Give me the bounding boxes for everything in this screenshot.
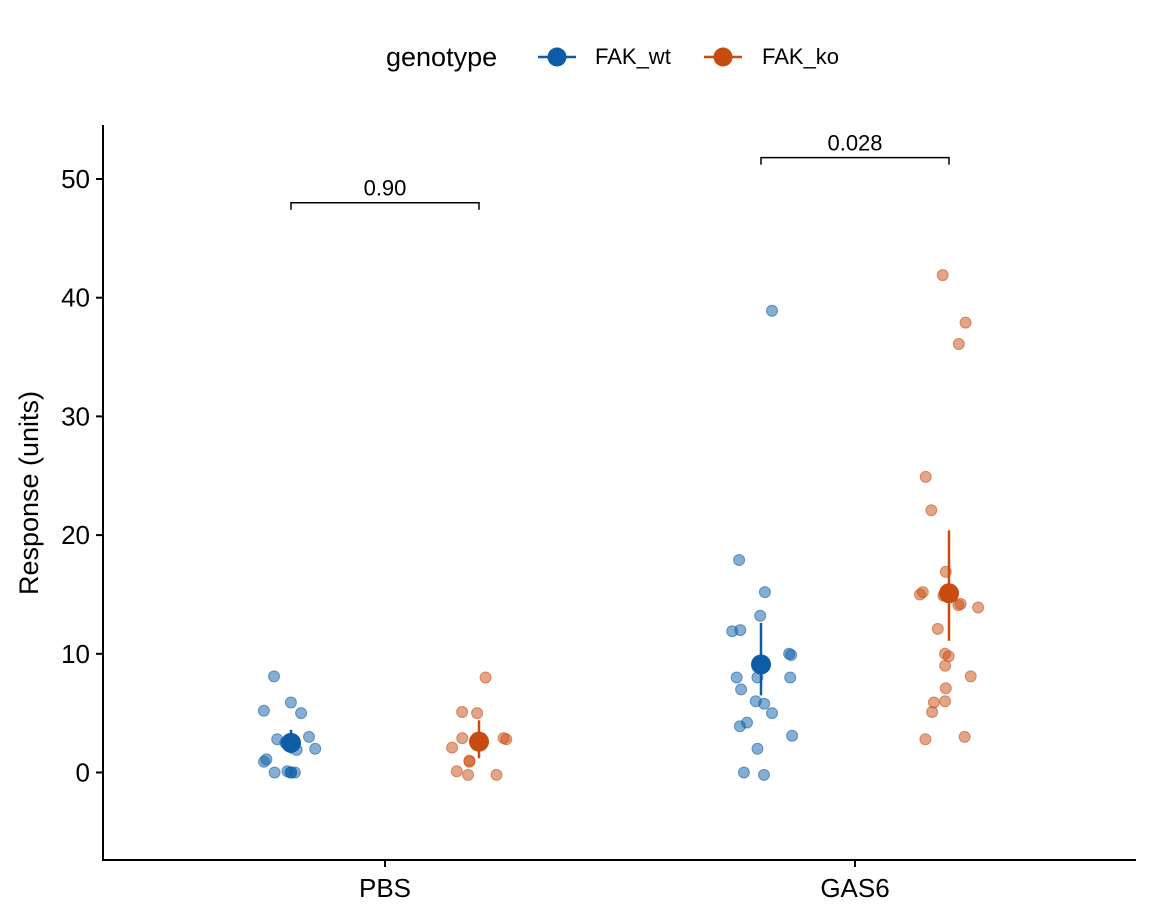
point-fak-ko-gas6-1 [959,316,972,329]
point-fak-ko-gas6-11 [972,601,985,614]
point-fak-wt-pbs-6 [258,755,270,768]
y-tick-label-10: 10 [61,639,90,669]
point-fak-wt-gas6-13 [758,697,771,710]
point-fak-ko-pbs-0 [462,768,475,781]
point-fak-wt-gas6-3 [754,609,767,622]
point-fak-wt-gas6-19 [737,766,750,779]
point-fak-ko-gas6-2 [952,338,965,350]
point-fak-ko-gas6-22 [919,733,932,746]
point-fak-ko-gas6-12 [931,622,944,635]
point-fak-ko-gas6-4 [925,504,938,517]
point-fak-ko-gas6-20 [926,706,939,718]
summary-markers [281,530,959,759]
point-fak-wt-pbs-15 [268,670,280,683]
y-tick-label-40: 40 [61,283,90,313]
point-fak-ko-pbs-7 [456,732,469,745]
point-fak-wt-pbs-5 [285,766,298,779]
point-fak-ko-gas6-7 [914,588,926,601]
point-fak-ko-gas6-18 [939,695,952,708]
legend-label-fak-ko: FAK_ko [762,44,839,69]
point-fak-ko-gas6-10 [952,599,965,612]
legend-marker-fak-wt [547,47,567,67]
y-tick-label-0: 0 [76,758,90,788]
mean-fak-ko-gas6 [939,583,959,604]
point-fak-wt-gas6-18 [751,742,764,755]
point-fak-wt-gas6-20 [758,768,770,781]
point-fak-wt-gas6-0 [766,304,778,317]
p-value-label-gas6: 0.028 [827,131,882,156]
point-fak-wt-gas6-11 [735,683,748,696]
point-fak-wt-pbs-14 [284,696,297,709]
point-fak-wt-gas6-2 [758,586,771,599]
point-fak-wt-gas6-16 [733,720,746,733]
point-fak-wt-gas6-5 [726,625,739,638]
point-fak-ko-gas6-3 [919,470,932,483]
y-tick-label-30: 30 [61,401,90,431]
point-fak-ko-pbs-11 [479,671,492,684]
legend: genotype FAK_wt FAK_ko [386,42,839,72]
point-fak-ko-gas6-16 [964,670,977,683]
point-fak-wt-pbs-3 [268,766,281,779]
mean-fak-wt-gas6 [751,654,771,675]
mean-fak-ko-pbs [469,731,489,752]
point-fak-ko-pbs-4 [463,754,476,767]
point-fak-ko-gas6-21 [958,730,971,743]
point-fak-ko-pbs-8 [497,732,510,745]
point-fak-wt-pbs-7 [309,742,322,755]
data-points [257,269,985,781]
point-fak-wt-gas6-10 [784,671,797,684]
point-fak-ko-gas6-0 [936,269,949,282]
point-fak-ko-pbs-1 [450,765,463,778]
x-tick-label-gas6: GAS6 [820,873,889,903]
point-fak-wt-pbs-11 [303,730,315,743]
y-tick-label-50: 50 [61,164,90,194]
legend-label-fak-wt: FAK_wt [595,44,671,69]
legend-item-fak-ko: FAK_ko [704,44,839,69]
point-fak-wt-pbs-12 [295,707,308,720]
point-fak-wt-gas6-7 [785,649,798,661]
comparison-brackets: 0.90 0.028 [290,131,950,210]
point-fak-wt-gas6-14 [766,707,778,720]
p-value-label-pbs: 0.90 [364,176,407,201]
point-fak-wt-gas6-1 [733,554,746,566]
legend-title: genotype [386,42,497,72]
point-fak-wt-pbs-13 [257,704,270,717]
y-axis-ticks: 0 10 20 30 40 50 [61,164,103,788]
point-fak-ko-pbs-5 [446,741,459,754]
point-fak-ko-gas6-15 [939,659,952,672]
x-tick-label-pbs: PBS [359,873,411,903]
point-fak-ko-pbs-9 [471,707,484,720]
legend-marker-fak-ko [713,47,733,67]
point-fak-wt-gas6-17 [786,729,799,742]
bracket-pbs [290,201,480,210]
y-tick-label-20: 20 [61,520,90,550]
point-fak-ko-gas6-17 [939,682,952,695]
point-fak-ko-pbs-10 [456,706,469,718]
bracket-gas6 [760,156,950,165]
y-axis-title: Response (units) [14,391,44,595]
point-fak-wt-gas6-8 [730,671,743,684]
point-fak-ko-pbs-2 [490,768,503,781]
legend-item-fak-wt: FAK_wt [538,44,671,69]
x-axis-ticks: PBS GAS6 [359,860,890,903]
mean-fak-wt-pbs [281,732,301,753]
